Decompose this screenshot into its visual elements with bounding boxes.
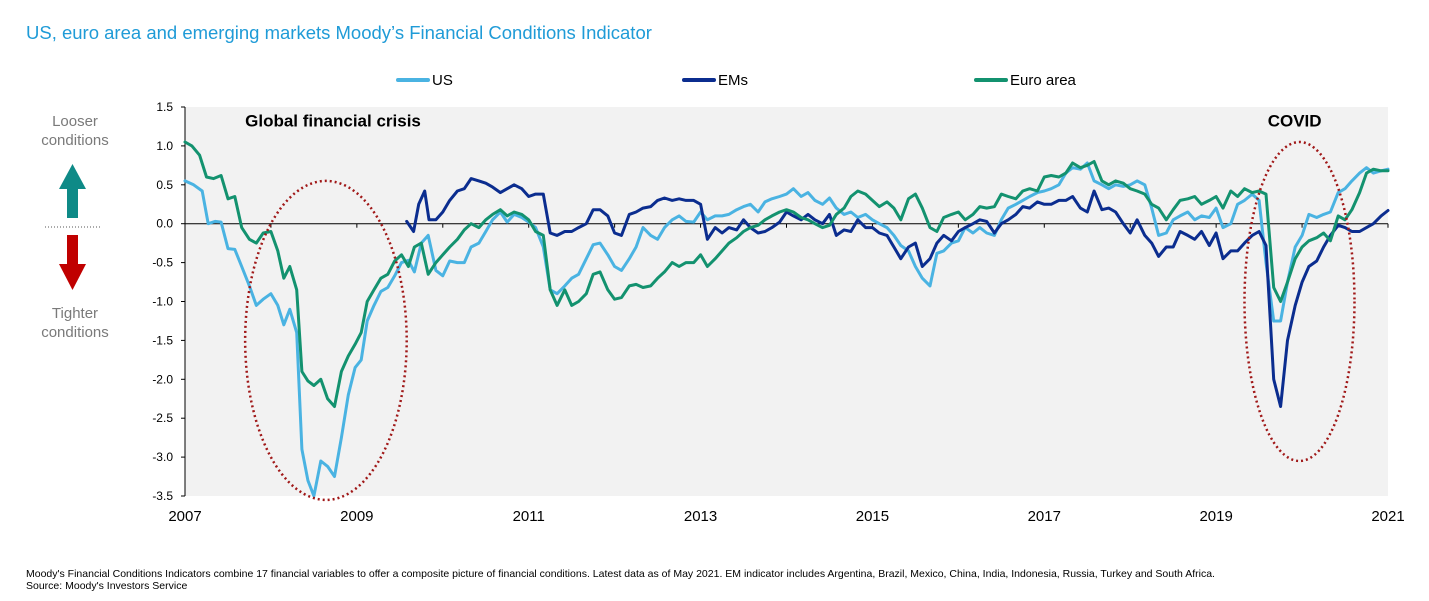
y-tick-label: -2.0: [152, 372, 173, 386]
y-tick-label: -3.0: [152, 450, 173, 464]
y-tick-label: 0.5: [156, 178, 173, 192]
footnote-text: Moody's Financial Conditions Indicators …: [26, 568, 1215, 580]
annotation-label: COVID: [1268, 111, 1322, 130]
legend-swatch-ems: [682, 78, 716, 82]
arrow-down-icon: [59, 235, 86, 290]
legend-item-us: US: [396, 70, 453, 90]
highlight-ellipse: [1243, 140, 1356, 463]
y-axis-ticks: 1.5 1.0 0.5 0.0 -0.5 -1.0 -1.5 -2.0 -2.5 -3.0 -3.5: [152, 100, 185, 503]
y-tick-label: 1.5: [156, 100, 173, 114]
x-axis-ticks: 2007 2009 2011 2013 2015 2017 2019 2021: [168, 508, 1404, 525]
annotation-label: Global financial crisis: [245, 111, 421, 130]
y-tick-label: -0.5: [152, 256, 173, 270]
series-lines: [183, 140, 1390, 498]
y-tick-label: 0.0: [156, 217, 173, 231]
source-text: Source: Moody's Investors Service: [26, 580, 188, 592]
annotations: Global financial crisis COVID: [245, 111, 1321, 130]
legend-swatch-euro-area: [974, 78, 1008, 82]
y-tick-label: -2.5: [152, 411, 173, 425]
x-tick-label: 2007: [168, 508, 201, 525]
x-tick-label: 2019: [1199, 508, 1232, 525]
y-tick-label: -1.0: [152, 295, 173, 309]
highlight-ellipse: [243, 179, 408, 502]
legend-label-us: US: [432, 71, 453, 89]
legend-item-euro-area: Euro area: [974, 70, 1076, 90]
tighter-conditions-label: Tighter conditions: [41, 305, 109, 341]
plot-area: [185, 107, 1388, 496]
y-tick-label: 1.0: [156, 139, 173, 153]
y-tick-label: -1.5: [152, 333, 173, 347]
x-tick-label: 2017: [1028, 508, 1061, 525]
y-tick-label: -3.5: [152, 489, 173, 503]
highlight-ellipses: [243, 140, 1356, 502]
arrow-up-icon: [59, 164, 86, 218]
legend-item-ems: EMs: [682, 70, 748, 90]
x-tick-label: 2013: [684, 508, 717, 525]
series-line-euro-area: [183, 140, 1390, 408]
legend-label-euro-area: Euro area: [1010, 71, 1076, 89]
x-tick-label: 2011: [513, 508, 545, 525]
series-line-us: [183, 161, 1390, 498]
series-line-ems: [405, 177, 1390, 408]
looser-conditions-label: Looser conditions: [41, 113, 109, 149]
x-tick-label: 2009: [340, 508, 373, 525]
legend-swatch-us: [396, 78, 430, 82]
chart-title: US, euro area and emerging markets Moody…: [26, 22, 652, 43]
x-tick-label: 2015: [856, 508, 889, 525]
x-tick-label: 2021: [1371, 508, 1404, 525]
legend-label-ems: EMs: [718, 71, 748, 89]
